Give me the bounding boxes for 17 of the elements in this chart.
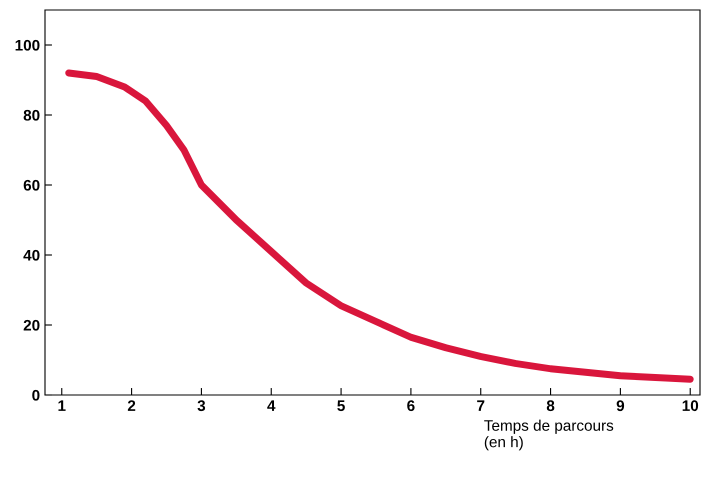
x-tick-label: 10 <box>682 400 698 412</box>
x-tick-label: 8 <box>546 400 554 412</box>
x-axis-title: Temps de parcours (en h) <box>484 420 614 450</box>
x-tick-label: 5 <box>337 400 345 412</box>
x-tick-label: 1 <box>58 400 66 411</box>
y-tick-label: 0 <box>32 390 40 401</box>
x-tick-label: 4 <box>267 400 276 411</box>
y-tick-label: 20 <box>24 320 40 331</box>
x-tick-label: 7 <box>477 400 484 411</box>
x-tick-label: 3 <box>198 400 206 412</box>
y-tick-label: 60 <box>24 180 40 191</box>
y-tick-label: 40 <box>23 250 40 261</box>
y-tick-label: 100 <box>16 40 40 51</box>
x-tick-label: 9 <box>616 400 624 412</box>
x-tick-label: 6 <box>407 400 415 412</box>
y-tick-label: 80 <box>24 110 40 121</box>
x-tick-label: 2 <box>128 400 136 411</box>
